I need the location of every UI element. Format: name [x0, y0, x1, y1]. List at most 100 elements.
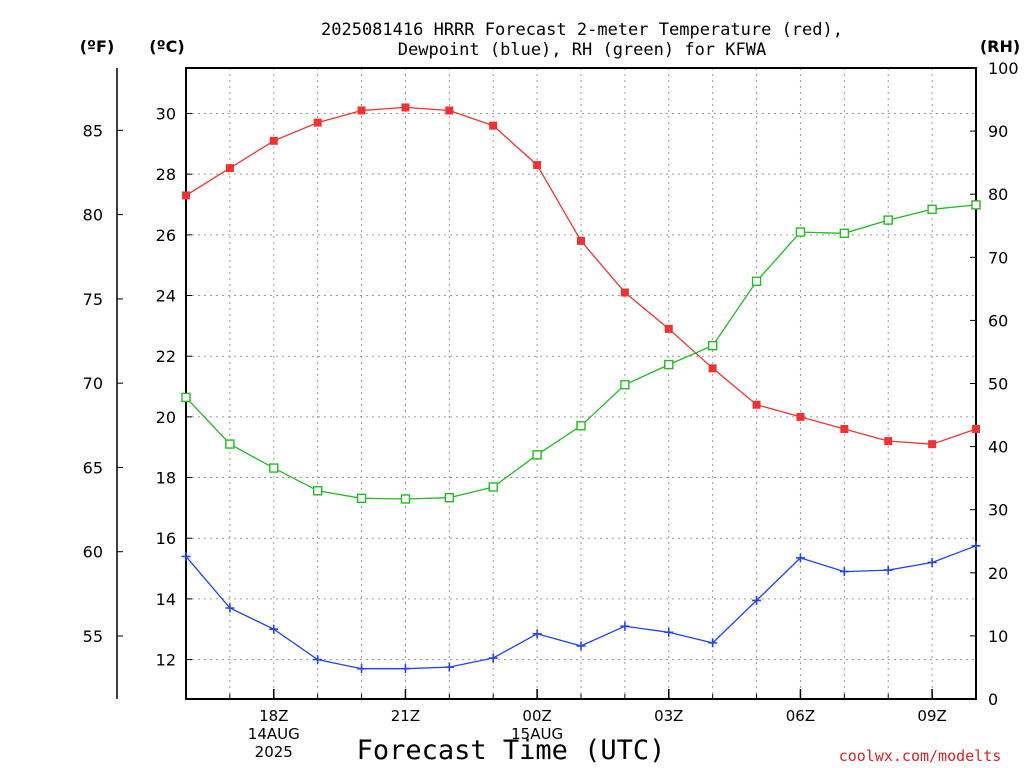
x-tick-label: 03Z	[654, 707, 683, 725]
celsius-tick-label: 18	[156, 469, 176, 488]
rh-point	[927, 204, 937, 215]
rh-point	[356, 493, 367, 504]
series-layer	[181, 103, 981, 674]
rh-point	[312, 486, 323, 496]
celsius-tick-label: 26	[156, 226, 176, 245]
rh-tick-label: 0	[988, 690, 998, 709]
x-tick-label: 2025	[255, 743, 293, 761]
x-tick-label: 15AUG	[511, 725, 563, 743]
celsius-tick-label: 20	[156, 408, 176, 427]
x-axis-title: Forecast Time (UTC)	[357, 735, 666, 766]
rh-unit-label: (RH)	[980, 37, 1020, 56]
rh-point	[576, 421, 586, 431]
rh-point	[664, 359, 674, 370]
rh-tick-label: 50	[988, 375, 1008, 394]
dewpoint-point	[971, 541, 981, 551]
temperature-point	[357, 106, 366, 115]
dewpoint-point	[444, 662, 454, 672]
fahrenheit-tick-label: 55	[83, 627, 103, 646]
rh-point	[269, 463, 279, 473]
temperature-point	[840, 425, 849, 434]
rh-tick-label: 10	[988, 627, 1008, 646]
temperature-point	[225, 164, 234, 173]
rh-tick-label: 60	[988, 311, 1008, 330]
temperature-point	[884, 437, 893, 446]
temperature-point	[269, 136, 278, 145]
fahrenheit-tick-label: 85	[83, 121, 103, 140]
dewpoint-point	[752, 595, 762, 605]
dewpoint-point	[181, 551, 191, 561]
rh-point	[400, 494, 411, 504]
dewpoint-point	[795, 553, 805, 563]
temperature-point	[796, 412, 805, 421]
temperature-point	[708, 364, 717, 373]
celsius-tick-label: 22	[156, 347, 176, 366]
axis-layer: 55 60 65 70 75 80 85 12 14 16 18 20 22 24 26 28 30 0 10 20 3…	[83, 59, 1019, 761]
chart-title-line-2: Dewpoint (blue), RH (green) for KFWA	[398, 40, 766, 60]
chart-title-line-1: 2025081416 HRRR Forecast 2-meter Tempera…	[321, 20, 843, 40]
rh-tick-label: 70	[988, 248, 1008, 267]
fahrenheit-tick-label: 75	[83, 290, 103, 309]
temperature-point	[928, 440, 937, 449]
dewpoint-point	[532, 629, 542, 639]
celsius-unit-label: (ºC)	[149, 37, 184, 56]
celsius-tick-label: 14	[156, 590, 176, 609]
rh-point	[444, 493, 455, 503]
fahrenheit-tick-label: 60	[83, 543, 103, 562]
source-credit: coolwx.com/modelts	[839, 747, 1002, 765]
rh-point	[795, 227, 806, 237]
rh-point	[839, 228, 850, 239]
fahrenheit-tick-label: 65	[83, 458, 103, 477]
dewpoint-point	[225, 603, 235, 613]
rh-point	[620, 380, 630, 390]
x-tick-label: 21Z	[391, 707, 420, 725]
rh-point	[532, 450, 542, 460]
dewpoint-point	[927, 557, 937, 567]
temperature-point	[445, 106, 454, 115]
dewpoint-point	[708, 638, 718, 648]
temperature-point	[313, 118, 322, 127]
celsius-tick-label: 30	[156, 105, 176, 124]
temperature-point	[620, 288, 629, 297]
celsius-tick-label: 28	[156, 165, 176, 184]
rh-point	[883, 215, 893, 225]
rh-point	[971, 200, 981, 210]
dewpoint-point	[400, 664, 410, 674]
dewpoint-point	[269, 624, 279, 634]
dewpoint-point	[488, 653, 498, 663]
x-tick-label: 09Z	[917, 707, 946, 725]
rh-tick-label: 90	[988, 122, 1008, 141]
plot-frame	[185, 67, 977, 700]
temperature-point	[577, 236, 585, 245]
rh-point	[488, 482, 498, 492]
rh-point	[751, 276, 762, 286]
x-tick-label: 00Z	[522, 707, 551, 725]
celsius-tick-label: 12	[156, 651, 176, 670]
rh-point	[707, 340, 718, 351]
rh-tick-label: 20	[988, 564, 1008, 583]
celsius-tick-label: 24	[156, 287, 176, 306]
temperature-point	[972, 425, 980, 434]
temperature-point	[182, 191, 190, 200]
fahrenheit-tick-label: 80	[83, 206, 103, 225]
x-tick-label: 14AUG	[248, 725, 300, 743]
temperature-point	[401, 103, 410, 112]
dewpoint-point	[313, 655, 323, 665]
celsius-tick-label: 16	[156, 529, 176, 548]
x-tick-label: 06Z	[786, 707, 815, 725]
x-tick-label: 18Z	[259, 707, 288, 725]
fahrenheit-unit-label: (ºF)	[80, 37, 115, 56]
temperature-point	[752, 400, 761, 409]
dewpoint-point	[664, 627, 674, 637]
dewpoint-point	[576, 641, 586, 651]
rh-tick-label: 100	[988, 59, 1019, 78]
rh-tick-label: 40	[988, 438, 1008, 457]
dewpoint-point	[620, 621, 630, 631]
rh-tick-label: 30	[988, 501, 1008, 520]
dewpoint-point	[357, 664, 367, 674]
temperature-point	[533, 161, 542, 170]
rh-tick-label: 80	[988, 185, 1008, 204]
rh-point	[225, 439, 235, 449]
dewpoint-point	[883, 565, 893, 575]
